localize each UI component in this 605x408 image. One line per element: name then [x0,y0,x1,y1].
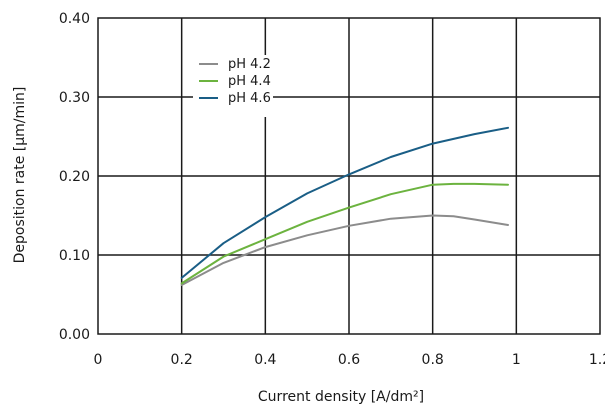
x-tick-label: 0.6 [338,352,360,368]
y-tick-label: 0.00 [59,327,90,343]
y-tick-label: 0.10 [59,248,90,264]
legend-label: pH 4.4 [228,74,271,89]
series-line-ph-4-4 [180,182,509,285]
series-line-ph-4-6 [180,126,509,279]
y-tick-label: 0.40 [59,11,90,27]
x-tick-label: 0.4 [254,352,276,368]
legend: pH 4.2 pH 4.4 pH 4.6 [193,55,273,117]
series-line-ph-4-2 [180,214,509,286]
y-tick-label: 0.30 [59,90,90,106]
grid [98,18,600,334]
y-tick-label: 0.20 [59,169,90,185]
x-axis-label: Current density [A/dm²] [258,389,424,405]
tick-labels: 0 0.2 0.4 0.6 0.8 1 1.2 0.00 0.10 0.20 0.30 0.40 [59,11,605,368]
x-tick-label: 0 [94,352,103,368]
x-tick-label: 0.8 [422,352,444,368]
x-tick-label: 1 [512,352,521,368]
plot-frame [97,17,601,335]
legend-background [193,55,273,117]
x-tick-label: 0.2 [171,352,193,368]
series-lines [180,126,509,286]
y-axis-label: Deposition rate [µm/min] [12,87,28,264]
legend-label: pH 4.2 [228,57,271,72]
legend-label: pH 4.6 [228,91,271,106]
x-tick-label: 1.2 [589,352,605,368]
